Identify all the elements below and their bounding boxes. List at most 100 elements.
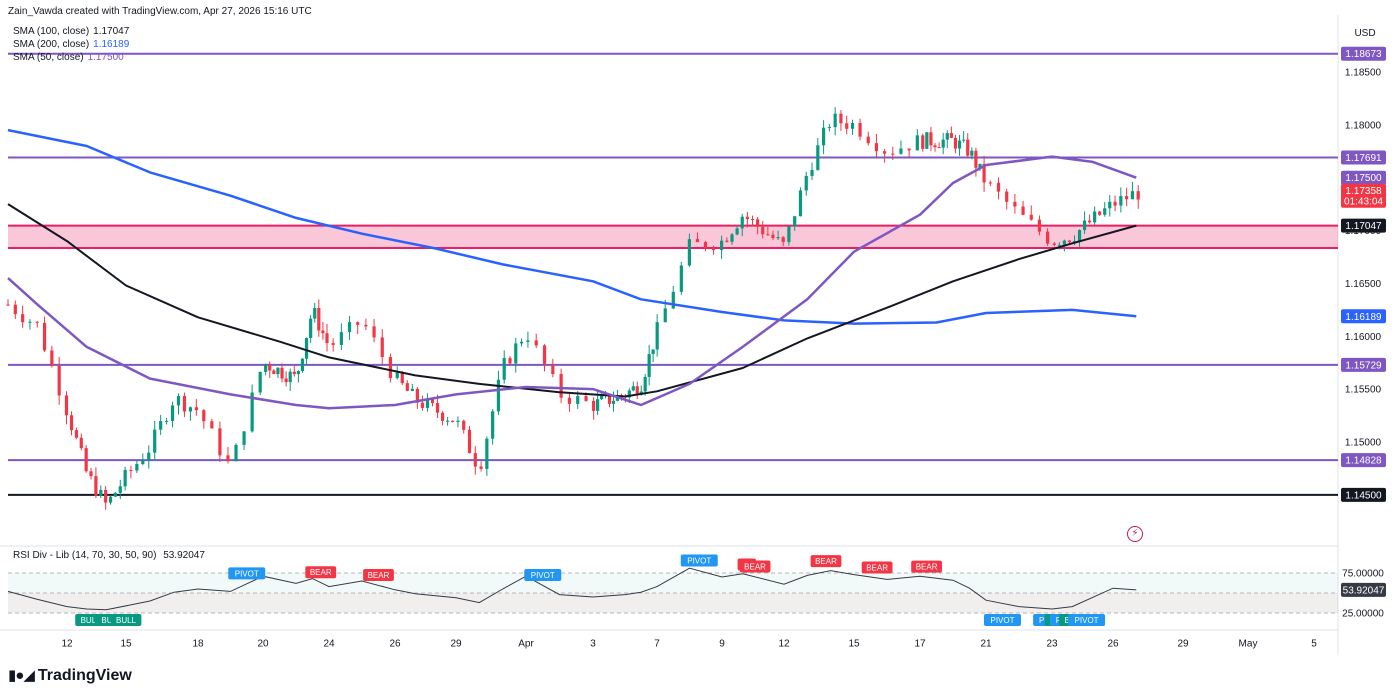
rsi-marker-bear[interactable] <box>911 560 942 573</box>
rsi-marker-label: BEAR <box>310 568 332 577</box>
candle-body <box>118 486 122 493</box>
candle-body <box>756 219 760 227</box>
candle-body <box>35 321 39 323</box>
candle-body <box>1130 191 1135 200</box>
currency-label[interactable]: USD <box>1354 28 1376 39</box>
candle-body <box>745 216 749 219</box>
price-tick-label: 1.16500 <box>1345 279 1382 290</box>
sma200-line[interactable] <box>7 128 1137 325</box>
sma50-line[interactable] <box>7 155 1137 410</box>
candle-body <box>866 136 870 144</box>
rsi-marker-label: BULL <box>116 616 137 625</box>
rsi-marker-bull[interactable] <box>110 614 142 626</box>
candle-body <box>1005 191 1009 202</box>
candle-body <box>804 175 808 191</box>
candle-body <box>364 324 368 327</box>
candle-body <box>272 370 276 375</box>
candle-body <box>159 421 163 430</box>
candle-body <box>435 403 440 413</box>
candle-body <box>996 182 1001 192</box>
rsi-marker-bear[interactable] <box>810 555 842 568</box>
sma100-line[interactable] <box>7 203 1137 398</box>
candle-body <box>679 265 683 292</box>
attribution-text: Zain_Vawda created with TradingView.com,… <box>8 6 312 17</box>
candle-body <box>655 322 659 350</box>
candle-body <box>79 437 83 449</box>
rsi-marker-label: BULI <box>101 616 119 625</box>
candle-body <box>725 240 729 242</box>
candle-body <box>321 330 325 334</box>
time-tick-label: 21 <box>980 639 992 650</box>
candle-body <box>839 113 843 124</box>
candle-body <box>711 248 716 251</box>
candle-body <box>551 364 555 374</box>
level-price-tag <box>1341 150 1386 165</box>
candle-body <box>309 318 313 338</box>
rsi-marker-bear[interactable] <box>363 569 394 581</box>
candle-body <box>491 411 495 439</box>
indicator-sma50[interactable]: SMA (50, close) 1.17500 <box>13 52 124 63</box>
candle-body <box>170 405 175 421</box>
rsi-line[interactable] <box>7 567 1137 611</box>
price-tick-label: 1.18500 <box>1345 68 1382 79</box>
rsi-marker-bear[interactable] <box>861 561 893 574</box>
candle-body <box>1136 191 1140 200</box>
candle-body <box>821 127 826 146</box>
candle-body <box>304 337 309 359</box>
candle-body <box>1037 219 1042 232</box>
candle-body <box>313 307 317 319</box>
candle-body <box>380 337 384 358</box>
candle-body <box>395 372 399 379</box>
lightning-icon[interactable]: ⚡ <box>1127 526 1143 542</box>
time-tick-label: 17 <box>914 639 926 650</box>
candle-body <box>64 395 69 416</box>
candle-body <box>1046 231 1050 244</box>
indicator-sma200[interactable]: SMA (200, close) 1.16189 <box>13 39 129 50</box>
candle-body <box>776 237 780 239</box>
rsi-marker-pivot-high[interactable] <box>680 554 718 567</box>
current-price-label: 1.17500 <box>1345 173 1382 184</box>
candle-body <box>810 169 814 176</box>
time-tick-label: 26 <box>389 639 401 650</box>
candle-body <box>317 307 321 331</box>
candle-body <box>631 386 635 391</box>
candle-body <box>953 137 958 149</box>
rsi-marker-bear[interactable] <box>739 560 771 573</box>
tradingview-logo[interactable]: ▮●◢ TradingView <box>8 666 132 685</box>
indicator-sma100-value: 1.17047 <box>93 26 130 37</box>
candle-body <box>1088 220 1092 223</box>
candle-body <box>446 420 450 422</box>
candle-body <box>13 304 17 315</box>
candle-body <box>496 379 501 412</box>
candle-body <box>925 132 929 149</box>
rsi-marker-bear[interactable] <box>305 566 337 579</box>
rsi-tick-label: 25.00000 <box>1342 609 1384 620</box>
candle-body <box>502 358 506 380</box>
rsi-marker-label: PIVOT <box>990 616 1014 625</box>
rsi-marker-pivot-high[interactable] <box>524 569 562 581</box>
candle-body <box>218 428 222 456</box>
rsi-marker-pivot-high[interactable] <box>228 567 266 580</box>
rsi-title: RSI Div - Lib (14, 70, 30, 50, 90) <box>13 550 157 561</box>
candle-body <box>827 127 831 129</box>
rsi-legend[interactable]: RSI Div - Lib (14, 70, 30, 50, 90) 53.92… <box>13 550 205 561</box>
time-tick-label: 15 <box>848 639 860 650</box>
candle-body <box>84 448 88 472</box>
rsi-tick-label: 75.00000 <box>1342 569 1384 580</box>
candle-body <box>356 322 360 325</box>
candle-body <box>331 343 335 345</box>
candle-body <box>833 113 837 128</box>
indicator-sma100[interactable]: SMA (100, close) 1.17047 <box>13 26 129 37</box>
price-tick-label: 1.16000 <box>1345 332 1382 343</box>
candle-body <box>473 453 477 467</box>
candle-body <box>1057 244 1061 246</box>
candle-body <box>534 340 538 346</box>
candle-body <box>242 431 246 445</box>
candle-body <box>292 371 296 375</box>
candle-body <box>6 304 10 306</box>
rsi-marker-pivot-low[interactable] <box>984 614 1021 626</box>
rsi-marker-pivot-low[interactable] <box>1068 614 1106 626</box>
level-price-label: 1.14500 <box>1345 490 1382 501</box>
candle-body <box>761 226 765 235</box>
